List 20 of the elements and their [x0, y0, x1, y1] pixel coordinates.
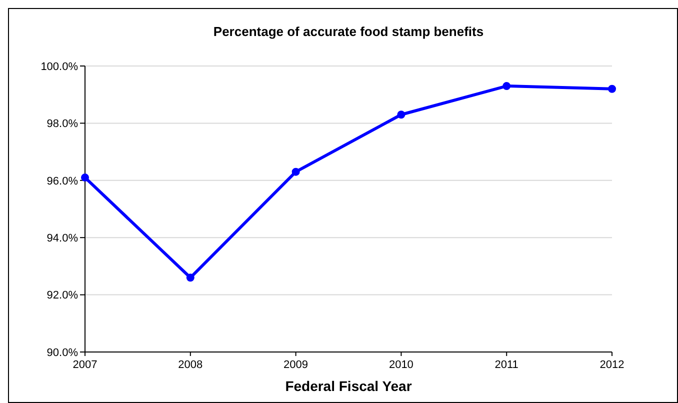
- y-tick-label: 96.0%: [46, 175, 78, 188]
- x-tick-label: 2012: [600, 359, 624, 371]
- y-tick-label: 100.0%: [40, 60, 78, 73]
- x-tick-label: 2007: [72, 359, 98, 371]
- x-tick-label: 2009: [284, 359, 308, 371]
- y-tick-label: 92.0%: [46, 290, 78, 302]
- y-tick-label: 94.0%: [46, 232, 78, 244]
- point: [502, 82, 511, 90]
- x-tick-label: 2008: [178, 359, 203, 371]
- point: [81, 174, 89, 182]
- point: [397, 110, 406, 119]
- x-tick-label: 2010: [388, 359, 414, 371]
- point: [608, 84, 616, 93]
- point: [186, 274, 194, 282]
- y-tick-label: 98.0%: [46, 118, 78, 130]
- chart-title: Percentage of accurate food stamp benefits: [213, 24, 484, 39]
- y-tick-label: 90.0%: [46, 346, 78, 359]
- x-tick-label: 2011: [494, 359, 518, 371]
- x-axis-title: Federal Fiscal Year: [285, 378, 412, 394]
- point: [292, 168, 300, 176]
